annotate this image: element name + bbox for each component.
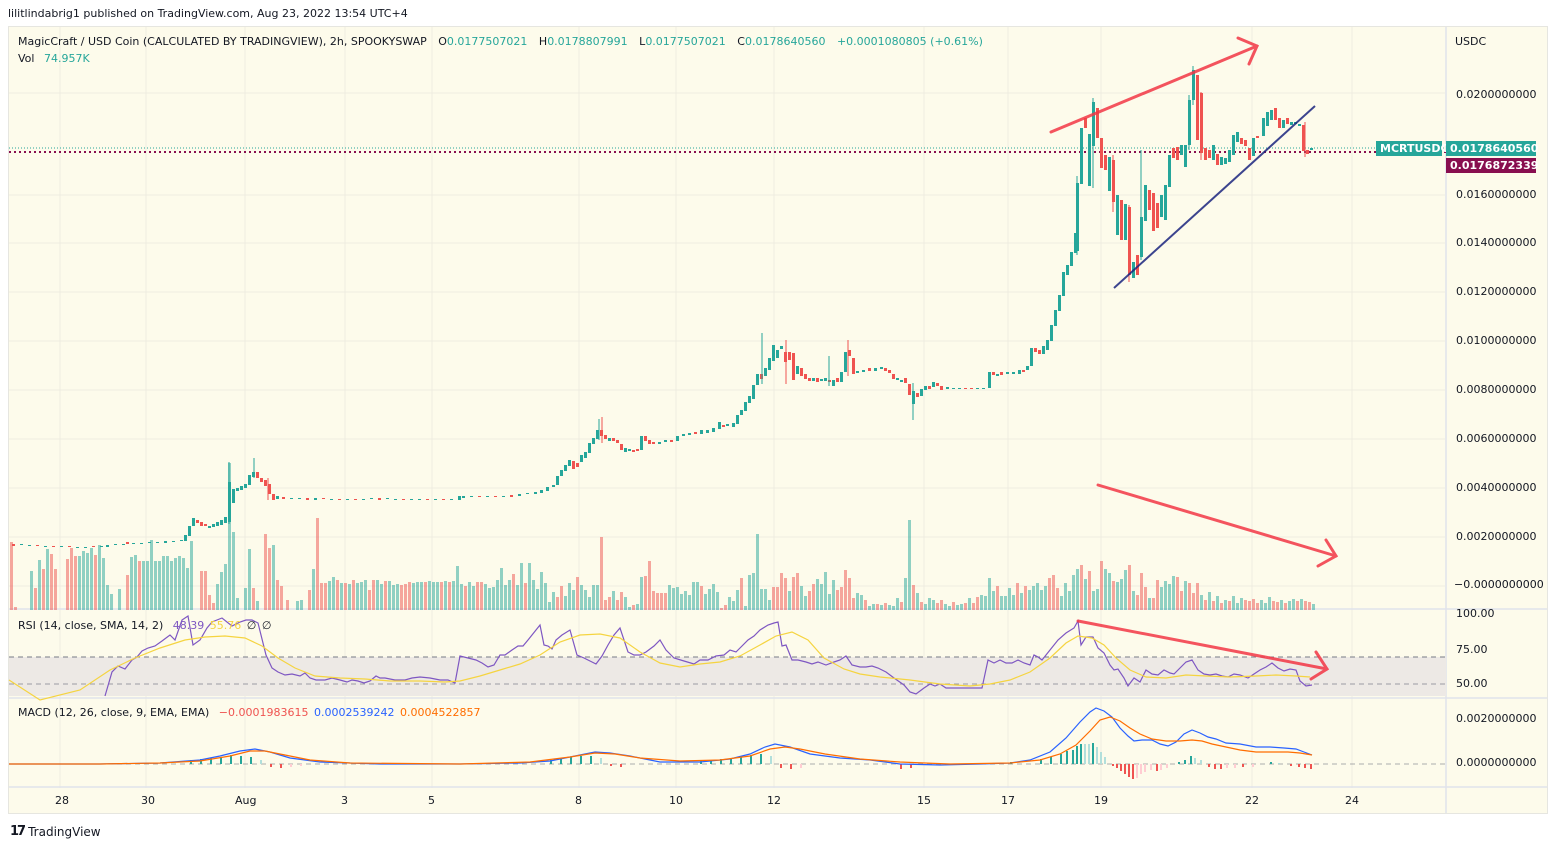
volume-label[interactable]: Vol [18, 52, 35, 65]
prev-price-tag: 0.0176872339 [1446, 158, 1538, 173]
open-label: O [438, 35, 447, 48]
low-value: 0.0177507021 [645, 35, 726, 48]
change-value: +0.0001080805 (+0.61%) [836, 35, 983, 48]
main-legend: MagicCraft / USD Coin (CALCULATED BY TRA… [18, 35, 985, 48]
time-tick: 3 [341, 794, 348, 807]
macd-title[interactable]: MACD (12, 26, close, 9, EMA, EMA) [18, 706, 210, 719]
time-tick: 30 [141, 794, 155, 807]
price-tick: 0.0200000000 [1456, 88, 1537, 101]
support-trendline [1113, 105, 1316, 289]
time-tick: 28 [55, 794, 69, 807]
time-tick: 8 [575, 794, 582, 807]
candles [12, 66, 1313, 548]
macd-signal-value: 0.0004522857 [399, 706, 481, 719]
last-price-tag: 0.0178640560 [1446, 141, 1538, 156]
time-tick: 22 [1245, 794, 1259, 807]
volume-down-arrow [1096, 483, 1339, 568]
publish-info: lilitlindabrig1 published on TradingView… [8, 7, 408, 20]
symbol-tag: MCRTUSDC [1376, 141, 1449, 156]
time-tick: 10 [669, 794, 683, 807]
rsi-sma-value: 55.76 [209, 619, 242, 632]
close-label: C [737, 35, 745, 48]
macd-hist-value: −0.0001983615 [218, 706, 309, 719]
price-tick: 0.0140000000 [1456, 236, 1537, 249]
symbol-title[interactable]: MagicCraft / USD Coin (CALCULATED BY TRA… [18, 35, 427, 48]
signal-line [9, 716, 1313, 765]
open-value: 0.0177507021 [446, 35, 528, 48]
time-tick: 5 [428, 794, 435, 807]
tradingview-logo-icon: 17 [10, 824, 26, 839]
price-tick: −0.0000000000 [1454, 578, 1544, 591]
rsi-line [104, 614, 1313, 697]
macd-legend: MACD (12, 26, close, 9, EMA, EMA) −0.000… [18, 706, 482, 719]
high-label: H [538, 35, 548, 48]
time-tick: 24 [1345, 794, 1359, 807]
volume-legend: Vol 74.957K [18, 52, 92, 65]
macd-histogram [190, 743, 1312, 779]
rsi-title[interactable]: RSI (14, close, SMA, 14, 2) [18, 619, 164, 632]
currency-label[interactable]: USDC [1455, 35, 1487, 48]
close-value: 0.0178640560 [744, 35, 826, 48]
price-tick: 0.0160000000 [1456, 188, 1537, 201]
rsi-tick: 75.00 [1456, 643, 1488, 656]
volume-value: 74.957K [43, 52, 90, 65]
rsi-divergence-arrow [1076, 619, 1330, 681]
macd-tick: 0.0000000000 [1456, 756, 1537, 769]
price-tick: 0.0040000000 [1456, 481, 1537, 494]
low-label: L [639, 35, 646, 48]
time-tick: 12 [767, 794, 781, 807]
rsi-extra-2: ∅ [261, 619, 272, 632]
rising-highs-arrow [1049, 36, 1259, 134]
tradingview-brand: TradingView [28, 824, 101, 839]
volume-bars [10, 463, 1315, 610]
price-tick: 0.0020000000 [1456, 530, 1537, 543]
high-value: 0.0178807991 [547, 35, 628, 48]
price-tick: 0.0060000000 [1456, 432, 1537, 445]
time-tick: 15 [917, 794, 931, 807]
time-tick: 17 [1001, 794, 1015, 807]
tradingview-logo[interactable]: 17 TradingView [10, 824, 101, 839]
price-tick: 0.0120000000 [1456, 285, 1537, 298]
rsi-tick: 100.00 [1456, 607, 1495, 620]
rsi-value: 48.39 [172, 619, 205, 632]
macd-tick: 0.0020000000 [1456, 712, 1537, 725]
macd-value: 0.0002539242 [313, 706, 395, 719]
time-tick: Aug [235, 794, 257, 807]
price-tick: 0.0080000000 [1456, 383, 1537, 396]
rsi-legend: RSI (14, close, SMA, 14, 2) 48.39 55.76 … [18, 619, 273, 632]
rsi-tick: 50.00 [1456, 677, 1488, 690]
price-tick: 0.0100000000 [1456, 334, 1537, 347]
time-tick: 19 [1094, 794, 1108, 807]
rsi-extra-1: ∅ [246, 619, 257, 632]
rsi-sma-line [8, 631, 1311, 701]
